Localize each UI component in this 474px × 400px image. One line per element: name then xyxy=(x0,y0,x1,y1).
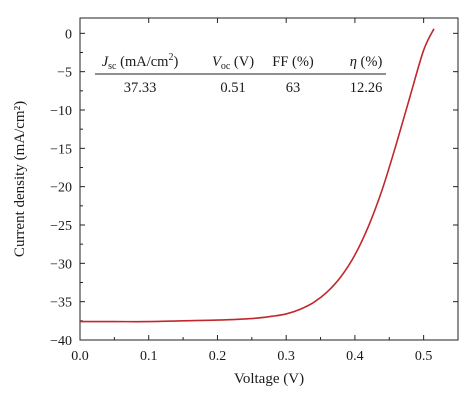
x-tick-label: 0.2 xyxy=(209,349,227,364)
y-tick-label: −30 xyxy=(50,257,72,272)
plot-frame xyxy=(79,17,459,341)
y-tick-label: −10 xyxy=(50,104,72,119)
table-value-1: 0.51 xyxy=(220,80,245,96)
table-header-0: Jsc (mA/cm2) xyxy=(102,52,179,72)
y-tick-label: −40 xyxy=(50,334,72,349)
y-tick-label: 0 xyxy=(65,27,72,42)
x-axis-title: Voltage (V) xyxy=(234,371,304,387)
plot-border xyxy=(79,17,459,341)
x-tick-label: 0.4 xyxy=(346,349,364,364)
table-header-2: FF (%) xyxy=(272,54,314,70)
inset-table: Jsc (mA/cm2) Voc (V) FF (%) η (%) 37.33 0.51 6… xyxy=(95,52,386,96)
x-tick-label: 0.3 xyxy=(277,349,295,364)
table-value-3: 12.26 xyxy=(350,80,383,96)
jv-curve-line-0 xyxy=(80,28,435,323)
y-tick-label: −15 xyxy=(50,142,72,157)
axis-titles: Voltage (V) Current density (mA/cm²) xyxy=(12,101,304,387)
x-axis: 0.0 0.1 0.2 0.3 0.4 0.5 xyxy=(71,18,459,364)
y-tick-label: −20 xyxy=(50,181,72,196)
y-axis-title: Current density (mA/cm²) xyxy=(12,101,28,257)
series-layer xyxy=(80,28,435,323)
y-tick-label: −25 xyxy=(50,219,72,234)
table-value-0: 37.33 xyxy=(124,80,157,96)
y-tick-label: −35 xyxy=(50,296,72,311)
y-axis: 0 −5 −10 −15 −20 −25 −30 −35 −40 xyxy=(50,27,458,349)
x-tick-label: 0.1 xyxy=(140,349,158,364)
table-header-3: η (%) xyxy=(350,54,383,70)
x-tick-label: 0.5 xyxy=(415,349,433,364)
table-value-2: 63 xyxy=(286,80,301,96)
table-header-1: Voc (V) xyxy=(212,54,254,72)
x-tick-label: 0.0 xyxy=(71,349,89,364)
y-tick-label: −5 xyxy=(57,66,72,81)
